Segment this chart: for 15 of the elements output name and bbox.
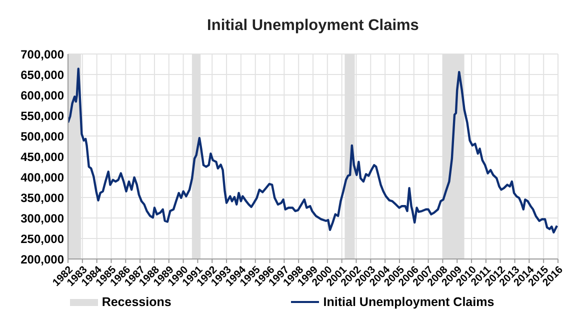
line-series [68, 68, 558, 234]
y-tick-label: 700,000 [20, 47, 64, 62]
y-tick-label: 650,000 [20, 68, 64, 82]
legend-label: Recessions [102, 295, 172, 309]
legend-label: Initial Unemployment Claims [323, 295, 494, 309]
y-tick-label: 300,000 [20, 211, 64, 226]
y-tick-label: 200,000 [20, 252, 64, 266]
y-tick-label: 450,000 [20, 150, 64, 164]
y-tick-label: 600,000 [20, 88, 64, 102]
y-tick-label: 550,000 [20, 108, 64, 123]
y-tick-label: 350,000 [20, 190, 64, 205]
y-tick-label: 400,000 [20, 170, 64, 184]
y-tick-label: 500,000 [20, 129, 64, 144]
chart-title: Initial Unemployment Claims [206, 17, 420, 35]
y-tick-label: 250,000 [20, 232, 64, 246]
